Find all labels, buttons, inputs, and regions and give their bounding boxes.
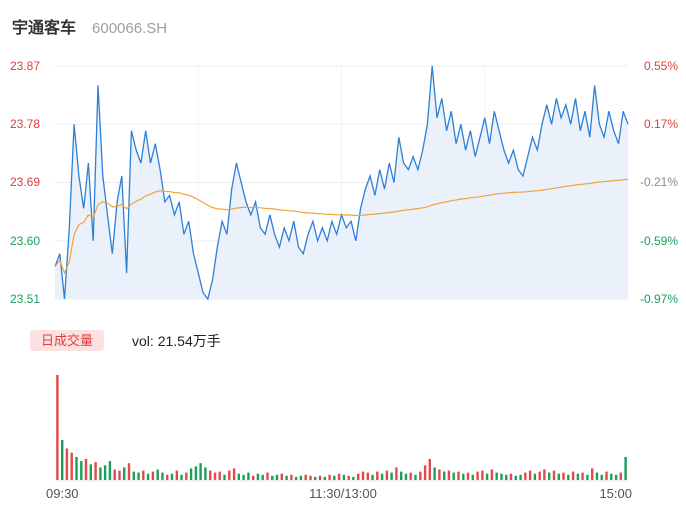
price-axis-label: 23.87 — [10, 59, 41, 73]
price-axis-label: 23.60 — [10, 234, 41, 248]
price-axis-label: 23.51 — [10, 292, 41, 306]
price-axis-label: 23.78 — [10, 117, 41, 131]
stock-name: 宇通客车 — [12, 20, 77, 37]
time-axis-label-open: 09:30 — [46, 486, 79, 501]
volume-total-label: vol: 21.54万手 — [132, 332, 221, 349]
pct-axis-label: 0.17% — [643, 117, 678, 131]
pct-axis-label: -0.97% — [639, 292, 678, 306]
pct-axis-label: -0.59% — [639, 234, 678, 248]
daily-volume-tab[interactable]: 日成交量 — [30, 330, 105, 351]
header: 宇通客车 600066.SH — [12, 14, 167, 38]
volume-header-row: 日成交量 vol: 21.54万手 — [30, 330, 221, 351]
pct-axis-label: 0.55% — [643, 59, 678, 73]
time-axis-label-close: 15:00 — [599, 486, 632, 501]
pct-axis-label: -0.21% — [639, 175, 678, 189]
stock-code: 600066.SH — [92, 20, 168, 37]
time-axis-label-midday: 11:30/13:00 — [309, 486, 377, 501]
price-axis-label: 23.69 — [10, 175, 41, 189]
